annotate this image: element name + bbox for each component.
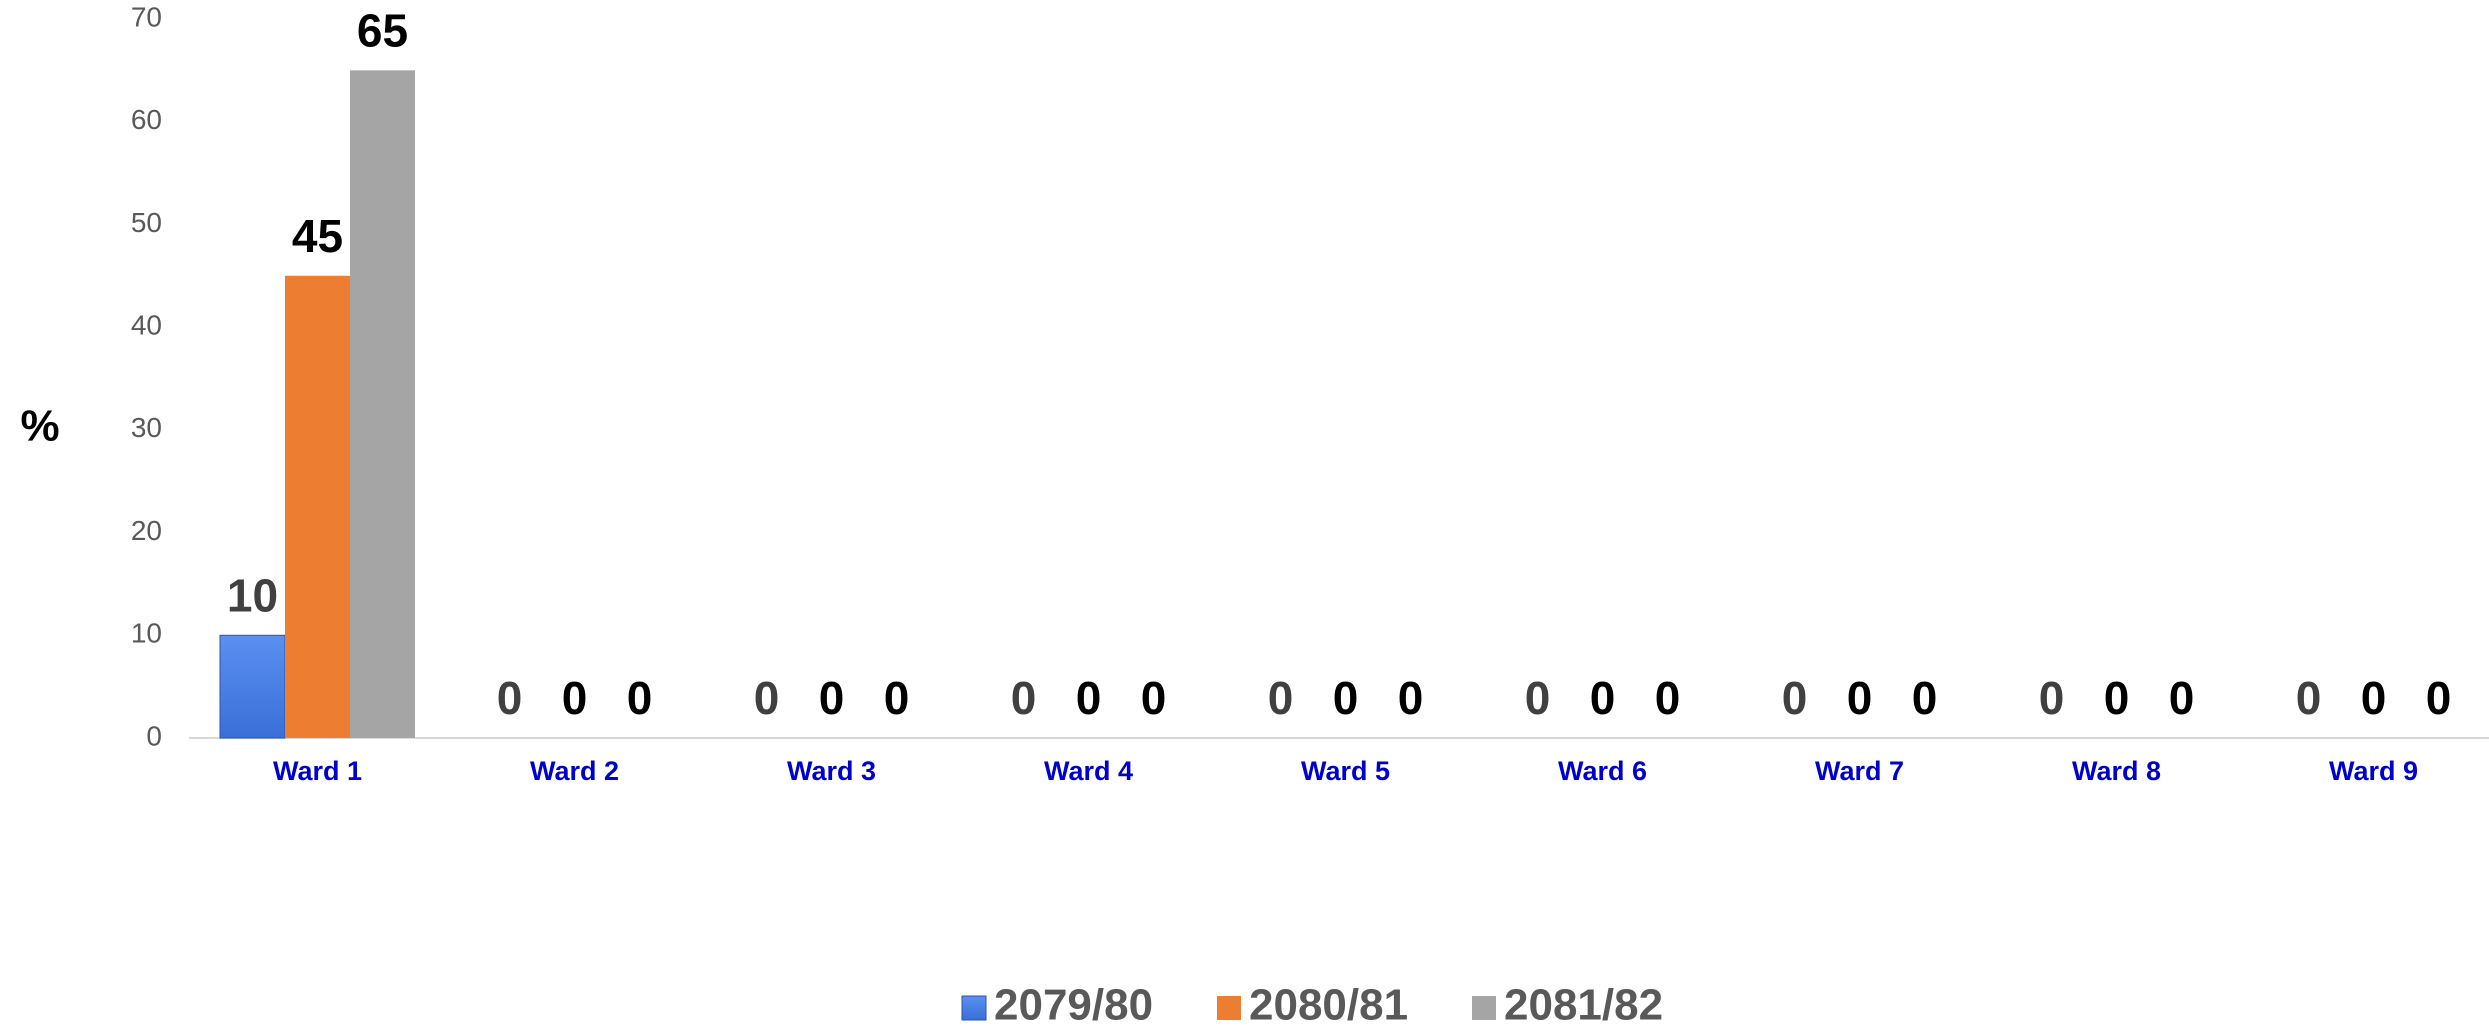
data-label: 0: [1782, 672, 1808, 724]
data-label: 0: [1525, 672, 1551, 724]
y-tick-label: 0: [146, 720, 162, 751]
data-label: 10: [227, 569, 278, 621]
legend-swatch: [961, 995, 987, 1021]
data-label: 0: [627, 672, 653, 724]
data-label: 0: [1398, 672, 1424, 724]
legend-label: 2081/82: [1504, 981, 1663, 1030]
data-label: 0: [2426, 672, 2452, 724]
x-tick-label: Ward 4: [1044, 756, 1133, 786]
legend-label: 2080/81: [1249, 981, 1408, 1030]
data-label: 0: [2039, 672, 2065, 724]
data-label: 0: [754, 672, 780, 724]
legend-swatch: [1217, 996, 1241, 1020]
y-tick-label: 30: [131, 412, 162, 443]
x-tick-label: Ward 5: [1301, 756, 1390, 786]
bar: [219, 634, 286, 739]
y-tick-label: 70: [131, 1, 162, 32]
y-tick-label: 50: [131, 207, 162, 238]
data-label: 0: [1333, 672, 1359, 724]
y-tick-label: 10: [131, 618, 162, 649]
data-label: 0: [2169, 672, 2195, 724]
data-label: 0: [884, 672, 910, 724]
x-tick-label: Ward 2: [530, 756, 619, 786]
y-tick-label: 20: [131, 515, 162, 546]
bar: [350, 70, 415, 739]
data-label: 0: [497, 672, 523, 724]
x-tick-label: Ward 6: [1558, 756, 1647, 786]
x-tick-label: Ward 3: [787, 756, 876, 786]
data-label: 0: [1590, 672, 1616, 724]
data-label: 0: [1141, 672, 1167, 724]
data-label: 0: [1268, 672, 1294, 724]
data-label: 0: [819, 672, 845, 724]
data-label: 0: [1655, 672, 1681, 724]
bar: [285, 275, 350, 738]
y-axis-label: %: [20, 402, 59, 451]
data-label: 0: [1076, 672, 1102, 724]
data-label: 65: [357, 5, 408, 57]
data-label: 0: [562, 672, 588, 724]
y-tick-label: 40: [131, 310, 162, 341]
data-label: 45: [292, 210, 343, 262]
data-label: 0: [1847, 672, 1873, 724]
x-tick-label: Ward 7: [1815, 756, 1904, 786]
x-tick-label: Ward 8: [2072, 756, 2161, 786]
data-label: 0: [2361, 672, 2387, 724]
legend-label: 2079/80: [994, 981, 1153, 1030]
data-label: 0: [2296, 672, 2322, 724]
x-tick-label: Ward 9: [2329, 756, 2418, 786]
y-tick-label: 60: [131, 104, 162, 135]
data-label: 0: [2104, 672, 2130, 724]
data-label: 0: [1011, 672, 1037, 724]
data-label: 0: [1912, 672, 1938, 724]
legend-swatch: [1472, 996, 1496, 1020]
x-tick-label: Ward 1: [273, 756, 362, 786]
